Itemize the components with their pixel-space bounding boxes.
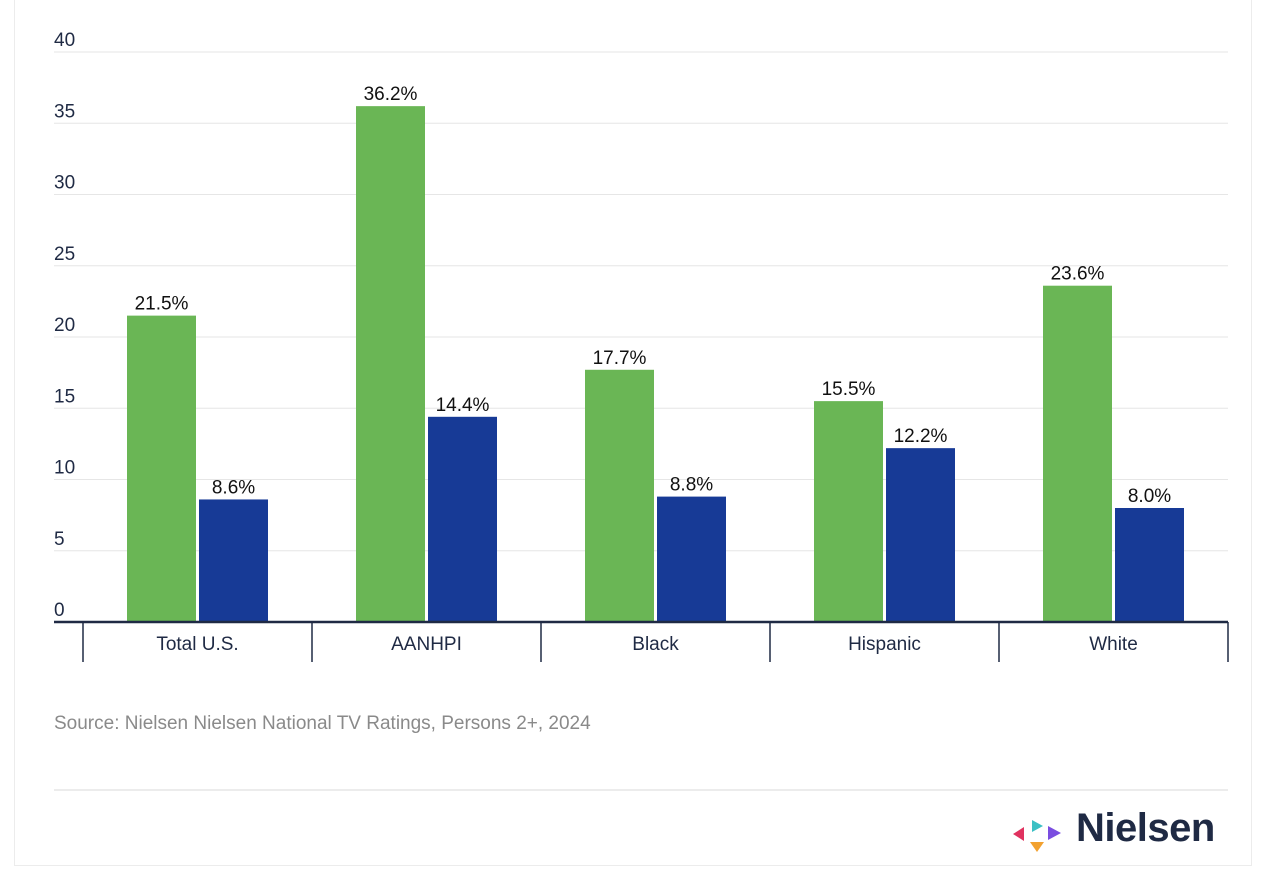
bar bbox=[657, 496, 726, 622]
y-tick-label: 0 bbox=[54, 600, 65, 621]
nielsen-logo[interactable]: Nielsen bbox=[1010, 806, 1232, 858]
footer-divider bbox=[54, 789, 1228, 791]
bar bbox=[127, 315, 196, 622]
bar bbox=[1043, 285, 1112, 622]
bar bbox=[886, 448, 955, 622]
data-label: 8.0% bbox=[1128, 486, 1171, 507]
x-tick-label: Black bbox=[632, 634, 679, 655]
bar-chart: 0 5 10 15 20 25 30 35 40 21.5% 8.6% 36.2% 14.4% 17.7… bbox=[54, 30, 1229, 662]
bar bbox=[585, 369, 654, 622]
data-label: 8.6% bbox=[212, 477, 255, 498]
data-label: 15.5% bbox=[822, 379, 876, 400]
bar bbox=[814, 401, 883, 622]
bar bbox=[199, 499, 268, 622]
x-tick-label: AANHPI bbox=[391, 634, 462, 655]
y-tick-label: 25 bbox=[54, 244, 75, 265]
data-label: 14.4% bbox=[436, 395, 490, 416]
y-tick-label: 30 bbox=[54, 173, 75, 194]
data-label: 36.2% bbox=[364, 84, 418, 105]
nielsen-wordmark: Nielsen bbox=[1076, 806, 1215, 850]
bars bbox=[127, 106, 1184, 622]
data-label: 23.6% bbox=[1051, 264, 1105, 285]
data-label: 12.2% bbox=[894, 426, 948, 447]
bar bbox=[428, 416, 497, 622]
bar bbox=[356, 106, 425, 622]
y-tick-label: 35 bbox=[54, 101, 75, 122]
x-tick-label: Hispanic bbox=[848, 634, 921, 655]
data-label: 8.8% bbox=[670, 475, 713, 496]
x-axis: Total U.S. AANHPI Black Hispanic White bbox=[54, 620, 1229, 662]
bar bbox=[1115, 508, 1184, 622]
y-tick-label: 40 bbox=[54, 30, 75, 51]
y-tick-label: 5 bbox=[54, 529, 65, 550]
nielsen-mark-icon bbox=[1013, 820, 1061, 852]
y-axis-ticks: 0 5 10 15 20 25 30 35 40 bbox=[54, 30, 75, 621]
y-tick-label: 20 bbox=[54, 315, 75, 336]
source-note: Source: Nielsen Nielsen National TV Rati… bbox=[54, 713, 591, 734]
data-label: 21.5% bbox=[135, 294, 189, 315]
y-tick-label: 10 bbox=[54, 458, 75, 479]
y-tick-label: 15 bbox=[54, 386, 75, 407]
data-labels: 21.5% 8.6% 36.2% 14.4% 17.7% 8.8% 15.5% 12.2% 23… bbox=[135, 84, 1172, 507]
data-label: 17.7% bbox=[593, 348, 647, 369]
x-tick-label: White bbox=[1089, 634, 1138, 655]
x-tick-label: Total U.S. bbox=[156, 634, 238, 655]
